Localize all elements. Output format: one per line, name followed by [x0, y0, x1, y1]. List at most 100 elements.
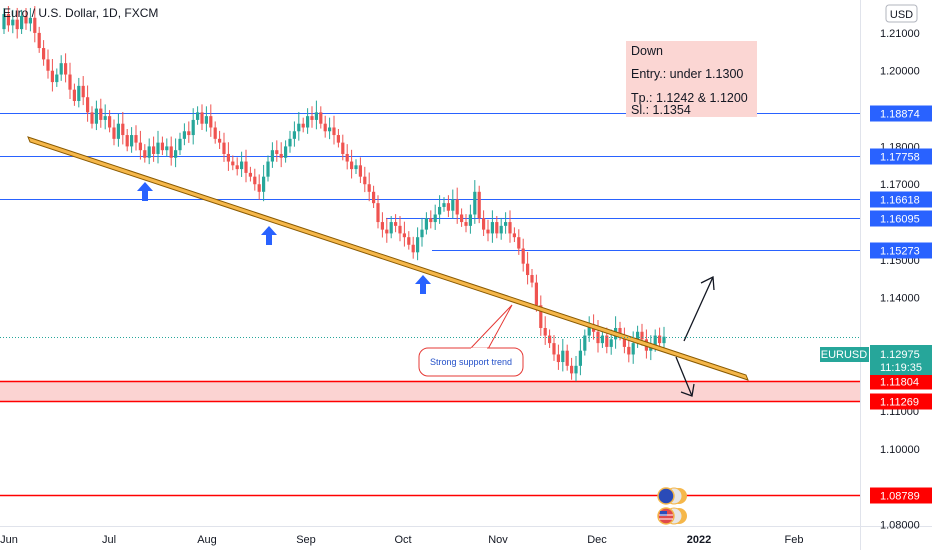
candle-body	[20, 15, 24, 30]
level-tag-value: 1.15273	[880, 246, 920, 258]
candle-body	[433, 214, 437, 223]
candle-body	[380, 222, 384, 230]
trade-note-box	[626, 41, 757, 117]
x-tick-label: Sep	[296, 534, 316, 546]
candle-body	[486, 229, 490, 234]
candle-body	[495, 222, 499, 234]
candle-body	[570, 365, 574, 374]
candle-body	[407, 237, 411, 245]
symbol-tag[interactable]: EURUSD	[820, 347, 869, 362]
candle-body	[130, 135, 134, 147]
candle-body	[323, 123, 327, 132]
level-tag-box	[870, 191, 932, 208]
y-tick-label: 1.14000	[880, 293, 920, 305]
price-axis[interactable]: 1.210001.200001.180001.170001.150001.140…	[880, 28, 920, 532]
candle-body	[442, 203, 446, 207]
candlesticks	[2, 6, 666, 382]
level-tag-box	[870, 242, 932, 259]
x-tick-label: Jul	[102, 534, 116, 546]
candle-body	[257, 184, 261, 192]
support-zone	[0, 380, 860, 402]
candle-body	[627, 346, 631, 355]
candle-body	[394, 222, 398, 226]
candle-body	[464, 222, 468, 226]
candle-body	[94, 108, 98, 124]
x-tick-label: Oct	[394, 534, 411, 546]
trade-note[interactable]: Down Entry.: under 1.1300 Tp.: 1.1242 & …	[626, 41, 757, 117]
candle-body	[345, 153, 349, 162]
candle-body	[446, 203, 450, 211]
candle-body	[336, 135, 340, 143]
candle-body	[240, 161, 244, 170]
candle-body	[385, 229, 389, 234]
candle-body	[50, 70, 54, 83]
level-tag-box	[870, 105, 932, 122]
candle-body	[81, 85, 85, 98]
trend-line[interactable]	[27, 136, 749, 381]
candle-body	[55, 74, 59, 83]
candle-body	[108, 116, 112, 128]
callout[interactable]: Strong support trend	[418, 304, 524, 377]
symbol-tag-text: EURUSD	[821, 349, 868, 361]
candle-body	[372, 191, 376, 204]
candle-body	[328, 127, 332, 132]
trend-line-band[interactable]	[27, 136, 749, 381]
candle-body	[72, 89, 76, 102]
event-icons[interactable]	[657, 487, 687, 525]
candle-body	[200, 112, 204, 124]
arrow-down-right-icon	[675, 356, 695, 397]
candle-body	[605, 335, 609, 347]
last-price-value: 1.12975	[880, 349, 920, 361]
last-price-tag[interactable]: 1.12975 11:19:35	[870, 345, 932, 375]
candle-body	[178, 138, 182, 151]
candle-body	[213, 127, 217, 139]
candle-body	[116, 123, 120, 139]
level-tag-value: 1.16618	[880, 195, 920, 207]
candle-body	[125, 135, 129, 147]
candle-body	[499, 225, 503, 234]
candle-body	[288, 138, 292, 147]
currency-button[interactable]: USD	[885, 4, 918, 23]
symbol-tag-box	[820, 347, 869, 362]
candle-body	[354, 165, 358, 170]
candle-body	[275, 150, 279, 154]
candle-body	[658, 335, 662, 344]
up-arrow-icon	[415, 275, 431, 294]
candle-body	[90, 112, 94, 124]
level-tag-value: 1.08789	[880, 491, 920, 503]
candle-body	[204, 116, 208, 124]
candle-body	[266, 161, 270, 177]
candle-body	[477, 191, 481, 219]
eu-flag-icon[interactable]	[657, 487, 675, 505]
candle-body	[451, 199, 455, 211]
candle-body	[86, 97, 90, 113]
candle-body	[160, 142, 164, 151]
candle-body	[196, 112, 200, 120]
candle-body	[363, 176, 367, 185]
candle-body	[574, 365, 578, 374]
level-tag-box	[870, 373, 932, 390]
candle-body	[134, 135, 138, 143]
candle-body	[314, 112, 318, 120]
candle-body	[504, 222, 508, 226]
time-axis[interactable]: Jun Jul Aug Sep Oct Nov Dec 2022 Feb	[0, 534, 803, 546]
candle-body	[182, 131, 186, 139]
candle-body	[587, 324, 591, 336]
candle-body	[99, 108, 103, 120]
candle-body	[306, 116, 310, 128]
candle-body	[389, 222, 393, 234]
candle-body	[534, 282, 538, 306]
candle-body	[636, 331, 640, 344]
chart-title: Euro / U.S. Dollar, 1D, FXCM	[3, 6, 158, 20]
candle-body	[297, 123, 301, 132]
candle-body	[28, 17, 32, 24]
candle-body	[112, 127, 116, 139]
y-tick-label: 1.20000	[880, 66, 920, 78]
candle-body	[262, 176, 266, 192]
candle-body	[319, 112, 323, 124]
scenario-arrows	[675, 275, 715, 397]
candle-body	[350, 161, 354, 170]
candle-body	[332, 127, 336, 136]
level-price-tags: 1.18874 1.17758 1.16618 1.16095 1.15273 1.118…	[870, 105, 932, 504]
